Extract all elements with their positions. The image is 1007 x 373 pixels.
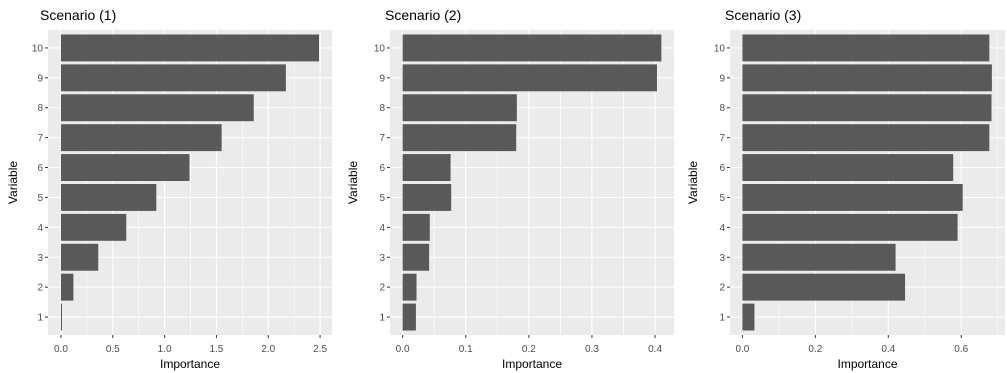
bar-variable-1 [742,303,755,331]
bar-variable-3 [402,243,430,271]
bar-variable-4 [742,213,958,241]
x-tick-label: 0.0 [54,344,68,355]
bar-variable-6 [742,154,954,182]
bar-variable-4 [402,213,430,241]
x-tick-label: 1.0 [158,344,172,355]
y-tick-label: 2 [379,283,385,294]
y-tick-label: 4 [719,223,725,234]
bar-variable-9 [742,64,992,92]
y-tick-label: 6 [37,163,43,174]
x-tick-label: 0.0 [735,344,749,355]
x-tick-label: 0.2 [808,344,822,355]
y-axis-title: Variable [686,161,700,204]
y-tick-label: 10 [32,43,44,54]
y-tick-label: 4 [379,223,385,234]
bar-variable-4 [60,213,127,241]
bar-variable-7 [60,124,222,152]
bar-variable-6 [60,154,190,182]
x-tick-label: 2.0 [261,344,275,355]
x-tick-label: 0.4 [648,344,662,355]
y-axis-title: Variable [346,161,360,204]
chart-title: Scenario (2) [385,7,461,23]
bar-variable-7 [742,124,990,152]
bar-variable-8 [402,94,517,122]
y-tick-label: 5 [37,193,43,204]
bar-variable-2 [402,273,417,301]
bar-variable-9 [402,64,657,92]
y-tick-label: 3 [719,253,725,264]
y-tick-label: 3 [379,253,385,264]
x-axis-title: Importance [837,357,897,371]
y-tick-label: 10 [374,43,386,54]
bar-variable-3 [60,243,99,271]
y-tick-label: 9 [719,73,725,84]
x-tick-label: 0.5 [106,344,120,355]
y-tick-label: 8 [719,103,725,114]
x-tick-label: 2.5 [313,344,327,355]
y-tick-label: 6 [379,163,385,174]
y-tick-label: 1 [37,313,43,324]
bar-variable-7 [402,124,517,152]
bar-variable-10 [60,34,320,62]
y-tick-label: 3 [37,253,43,264]
bar-variable-3 [742,243,896,271]
x-tick-label: 1.5 [209,344,223,355]
y-tick-label: 9 [379,73,385,84]
bar-variable-9 [60,64,286,92]
x-tick-label: 0.2 [522,344,536,355]
y-tick-label: 4 [37,223,43,234]
y-tick-label: 7 [37,133,43,144]
bar-variable-10 [742,34,990,62]
y-tick-label: 2 [719,283,725,294]
y-tick-label: 8 [37,103,43,114]
y-tick-label: 9 [37,73,43,84]
bar-variable-5 [742,183,963,211]
chart-title: Scenario (3) [725,7,801,23]
bar-variable-2 [60,273,74,301]
x-tick-label: 0.4 [881,344,895,355]
chart-panel-1: 1 2 3 4 5 6 7 8 9 10 0.0 0.5 1.0 1.5 2.0 2.5 Scenario (1… [6,7,332,371]
y-axis-title: Variable [6,161,20,204]
y-tick-label: 5 [379,193,385,204]
y-tick-label: 7 [379,133,385,144]
y-tick-label: 5 [719,193,725,204]
chart-panel-2: 1 2 3 4 5 6 7 8 9 10 0.0 0.1 0.2 0.3 0.4 Scenario (2) Im… [346,7,674,371]
y-tick-label: 1 [719,313,725,324]
bar-variable-5 [60,183,157,211]
x-axis-title: Importance [502,357,562,371]
y-tick-label: 7 [719,133,725,144]
bar-variable-10 [402,34,662,62]
y-tick-label: 1 [379,313,385,324]
x-tick-label: 0.6 [954,344,968,355]
bar-variable-2 [742,273,906,301]
bar-variable-5 [402,183,452,211]
chart-title: Scenario (1) [40,7,116,23]
y-tick-label: 8 [379,103,385,114]
y-tick-label: 6 [719,163,725,174]
y-tick-label: 10 [714,43,726,54]
x-tick-label: 0.3 [585,344,599,355]
bar-variable-6 [402,154,451,182]
y-tick-label: 2 [37,283,43,294]
bar-variable-8 [742,94,992,122]
bar-variable-8 [60,94,254,122]
bar-variable-1 [60,303,62,331]
x-tick-label: 0.1 [459,344,473,355]
x-axis-title: Importance [160,357,220,371]
x-tick-label: 0.0 [396,344,410,355]
chart-panel-3: 1 2 3 4 5 6 7 8 9 10 0.0 0.2 0.4 0.6 Scenario (3) Impor… [686,7,1005,371]
bar-variable-1 [402,303,416,331]
